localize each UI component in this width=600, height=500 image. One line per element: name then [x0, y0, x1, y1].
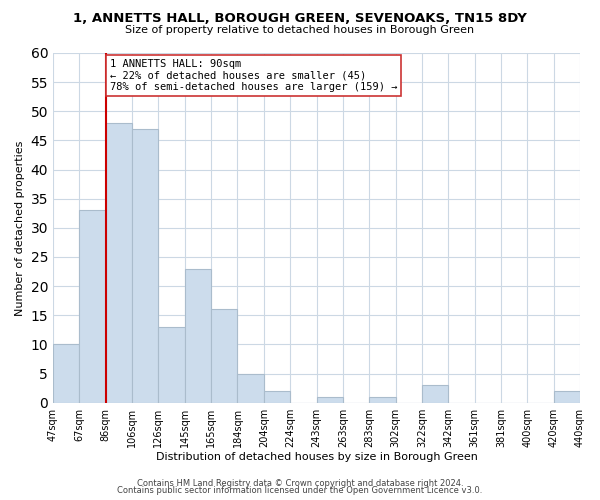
- Text: 1 ANNETTS HALL: 90sqm
← 22% of detached houses are smaller (45)
78% of semi-deta: 1 ANNETTS HALL: 90sqm ← 22% of detached …: [110, 59, 397, 92]
- Bar: [132, 129, 158, 402]
- Bar: [264, 391, 290, 402]
- Text: Size of property relative to detached houses in Borough Green: Size of property relative to detached ho…: [125, 25, 475, 35]
- Bar: [369, 397, 395, 402]
- Text: 1, ANNETTS HALL, BOROUGH GREEN, SEVENOAKS, TN15 8DY: 1, ANNETTS HALL, BOROUGH GREEN, SEVENOAK…: [73, 12, 527, 26]
- Text: Contains public sector information licensed under the Open Government Licence v3: Contains public sector information licen…: [118, 486, 482, 495]
- Title: 1, ANNETTS HALL, BOROUGH GREEN, SEVENOAKS, TN15 8DY
Size of property relative to: 1, ANNETTS HALL, BOROUGH GREEN, SEVENOAK…: [0, 499, 1, 500]
- Bar: [422, 385, 448, 402]
- Bar: [106, 123, 132, 402]
- Bar: [79, 210, 106, 402]
- Bar: [317, 397, 343, 402]
- Bar: [158, 327, 185, 402]
- Bar: [211, 310, 238, 402]
- Bar: [554, 391, 580, 402]
- X-axis label: Distribution of detached houses by size in Borough Green: Distribution of detached houses by size …: [155, 452, 478, 462]
- Y-axis label: Number of detached properties: Number of detached properties: [15, 140, 25, 316]
- Bar: [53, 344, 79, 403]
- Bar: [185, 268, 211, 402]
- Bar: [238, 374, 264, 402]
- Text: Contains HM Land Registry data © Crown copyright and database right 2024.: Contains HM Land Registry data © Crown c…: [137, 478, 463, 488]
